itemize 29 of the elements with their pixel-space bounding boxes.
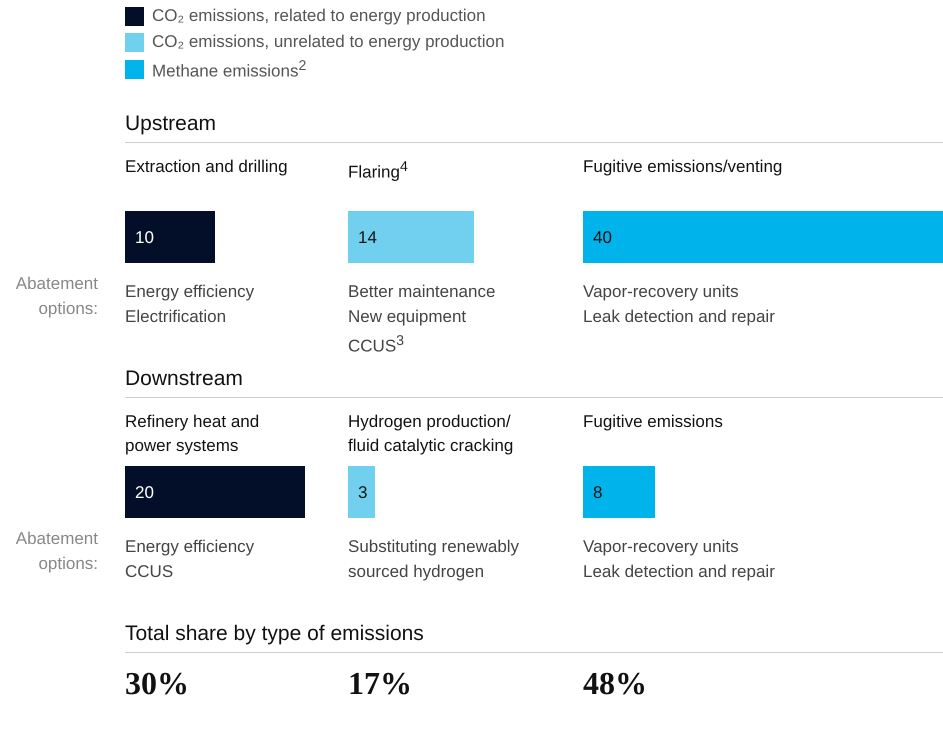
data-label: 8 <box>593 482 602 502</box>
text: Substituting renewably sourced hydrogen <box>348 536 520 581</box>
text: Abatement options: <box>14 272 98 320</box>
legend-label: CO₂ emissions, related to energy production <box>152 6 486 26</box>
legend-label: Methane emissions$^{2}$ <box>152 58 306 82</box>
y-tick-label: Fugitive emissions <box>583 410 724 433</box>
text: 17% <box>348 664 412 702</box>
data-label: 10 <box>135 228 154 247</box>
y-tick-label: Fugitive emissions/venting <box>583 156 784 178</box>
y-tick-label: Refinery heat and power systems <box>125 412 260 455</box>
text: Energy efficiency Electrification <box>125 282 254 326</box>
y-tick-label: Flaring$^{4}$ <box>348 158 408 182</box>
data-label: 20 <box>135 482 154 502</box>
text: Vapor-recovery units Leak detection and repair <box>583 536 776 583</box>
chart-title: Downstream <box>125 366 943 398</box>
data-label: 3 <box>358 482 368 502</box>
text: Total share by type of emissions <box>125 622 943 653</box>
text: Vapor-recovery units Leak detection and repair <box>583 280 776 328</box>
text: Energy efficiency CCUS <box>125 536 254 581</box>
chart-title: Upstream <box>125 112 943 143</box>
text: Abatement options: <box>14 528 98 575</box>
text: 30% <box>125 664 189 702</box>
data-label: 40 <box>593 228 612 247</box>
y-tick-label: Hydrogen production/ fluid catalytic cracking <box>348 412 514 455</box>
data-label: 14 <box>358 228 377 247</box>
text: Better maintenance New equipment CCUS$^{3}$ <box>348 282 496 356</box>
text: 48% <box>583 664 647 702</box>
legend-label: CO₂ emissions, unrelated to energy production <box>152 32 504 52</box>
y-tick-label: Extraction and drilling <box>125 156 288 176</box>
